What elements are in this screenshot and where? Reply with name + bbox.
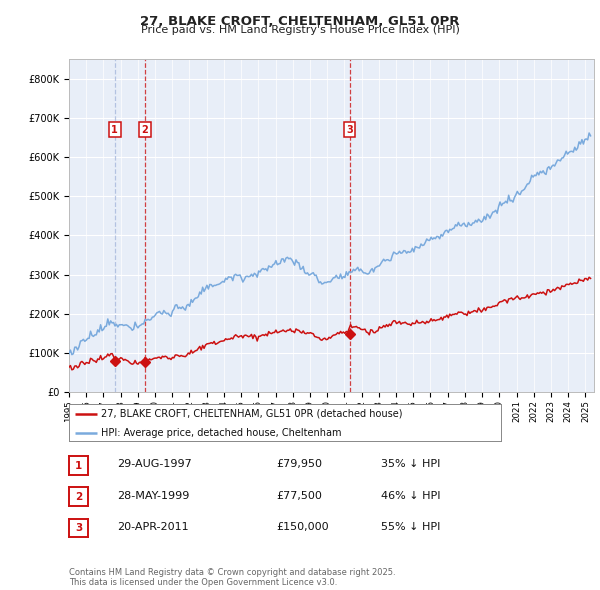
Text: 1: 1 xyxy=(75,461,82,470)
Text: £150,000: £150,000 xyxy=(276,522,329,532)
Text: 20-APR-2011: 20-APR-2011 xyxy=(117,522,188,532)
Text: Contains HM Land Registry data © Crown copyright and database right 2025.
This d: Contains HM Land Registry data © Crown c… xyxy=(69,568,395,587)
Text: 27, BLAKE CROFT, CHELTENHAM, GL51 0PR (detached house): 27, BLAKE CROFT, CHELTENHAM, GL51 0PR (d… xyxy=(101,409,403,418)
Text: 46% ↓ HPI: 46% ↓ HPI xyxy=(381,491,440,500)
Text: 27, BLAKE CROFT, CHELTENHAM, GL51 0PR: 27, BLAKE CROFT, CHELTENHAM, GL51 0PR xyxy=(140,15,460,28)
Text: 28-MAY-1999: 28-MAY-1999 xyxy=(117,491,190,500)
Text: £77,500: £77,500 xyxy=(276,491,322,500)
Text: 55% ↓ HPI: 55% ↓ HPI xyxy=(381,522,440,532)
Text: 2: 2 xyxy=(75,492,82,502)
Text: 29-AUG-1997: 29-AUG-1997 xyxy=(117,460,192,469)
Text: 35% ↓ HPI: 35% ↓ HPI xyxy=(381,460,440,469)
Text: Price paid vs. HM Land Registry's House Price Index (HPI): Price paid vs. HM Land Registry's House … xyxy=(140,25,460,35)
Text: 2: 2 xyxy=(142,124,148,135)
Text: HPI: Average price, detached house, Cheltenham: HPI: Average price, detached house, Chel… xyxy=(101,428,342,438)
Text: £79,950: £79,950 xyxy=(276,460,322,469)
Text: 1: 1 xyxy=(112,124,118,135)
Text: 3: 3 xyxy=(75,523,82,533)
Text: 3: 3 xyxy=(346,124,353,135)
